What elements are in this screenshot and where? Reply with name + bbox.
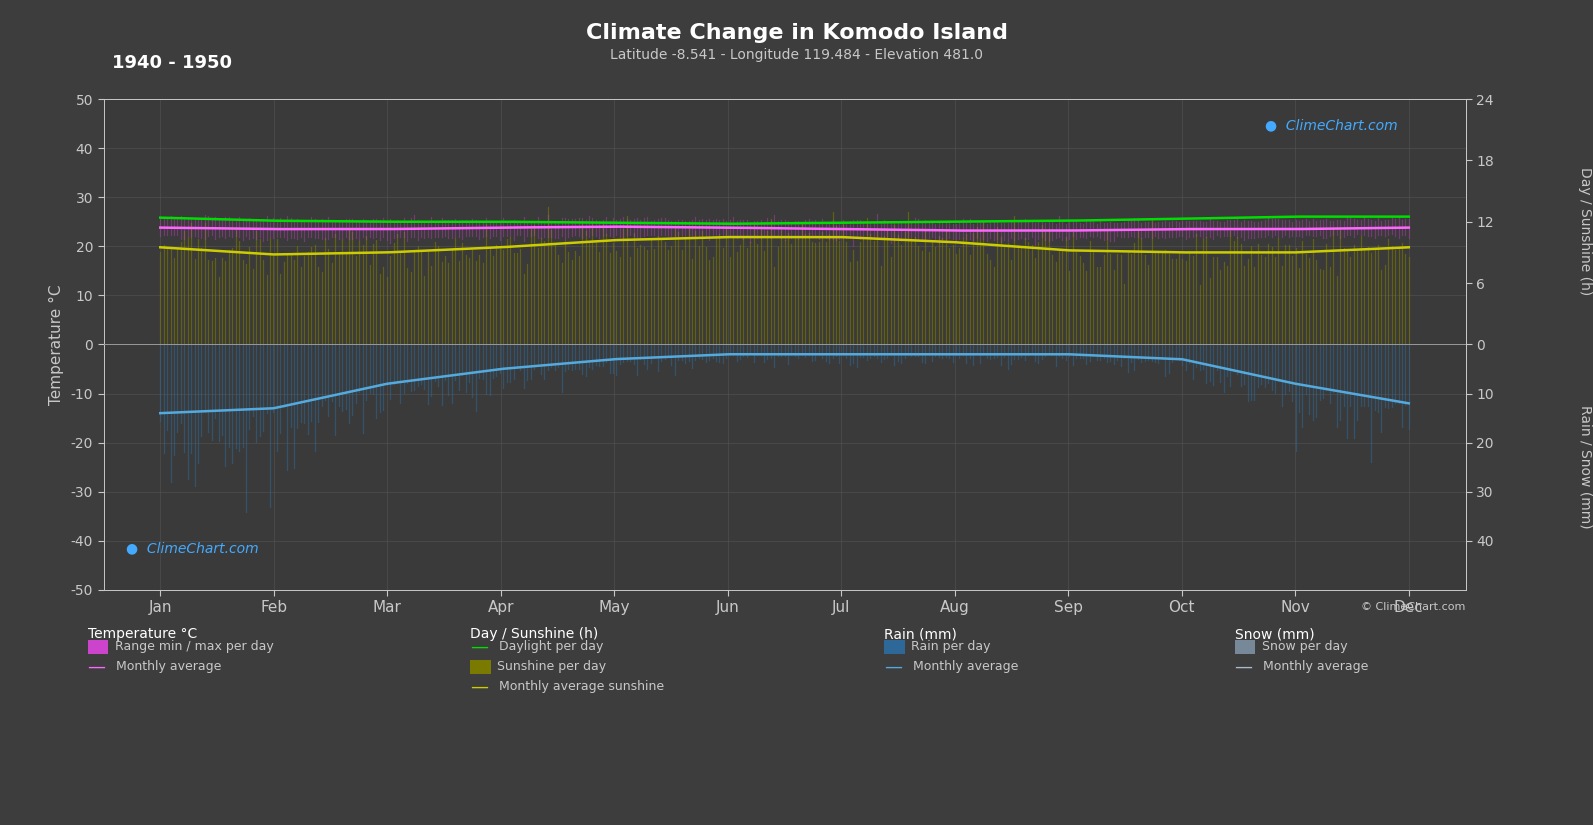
Text: Temperature °C: Temperature °C xyxy=(88,627,198,641)
Text: Monthly average: Monthly average xyxy=(913,661,1018,673)
Text: ●  ClimeChart.com: ● ClimeChart.com xyxy=(1265,119,1397,133)
Text: 1940 - 1950: 1940 - 1950 xyxy=(112,54,231,72)
Text: ●  ClimeChart.com: ● ClimeChart.com xyxy=(126,541,260,555)
Text: Snow per day: Snow per day xyxy=(1262,640,1348,653)
Text: —: — xyxy=(884,658,902,676)
Text: Daylight per day: Daylight per day xyxy=(499,640,604,653)
Text: —: — xyxy=(470,678,487,696)
Y-axis label: Temperature °C: Temperature °C xyxy=(49,284,64,405)
Text: Snow (mm): Snow (mm) xyxy=(1235,627,1314,641)
Text: Monthly average sunshine: Monthly average sunshine xyxy=(499,681,664,693)
Text: Latitude -8.541 - Longitude 119.484 - Elevation 481.0: Latitude -8.541 - Longitude 119.484 - El… xyxy=(610,48,983,62)
Text: Rain (mm): Rain (mm) xyxy=(884,627,957,641)
Text: © ClimeChart.com: © ClimeChart.com xyxy=(1360,602,1466,612)
Text: Sunshine per day: Sunshine per day xyxy=(497,661,607,673)
Text: —: — xyxy=(1235,658,1252,676)
Text: —: — xyxy=(470,638,487,656)
Text: —: — xyxy=(88,658,105,676)
Text: Day / Sunshine (h): Day / Sunshine (h) xyxy=(470,627,599,641)
Text: Climate Change in Komodo Island: Climate Change in Komodo Island xyxy=(586,23,1007,43)
Text: Day / Sunshine (h): Day / Sunshine (h) xyxy=(1579,167,1591,295)
Text: Rain / Snow (mm): Rain / Snow (mm) xyxy=(1579,405,1591,529)
Text: Monthly average: Monthly average xyxy=(1263,661,1368,673)
Text: Rain per day: Rain per day xyxy=(911,640,991,653)
Text: Range min / max per day: Range min / max per day xyxy=(115,640,274,653)
Text: Monthly average: Monthly average xyxy=(116,661,221,673)
